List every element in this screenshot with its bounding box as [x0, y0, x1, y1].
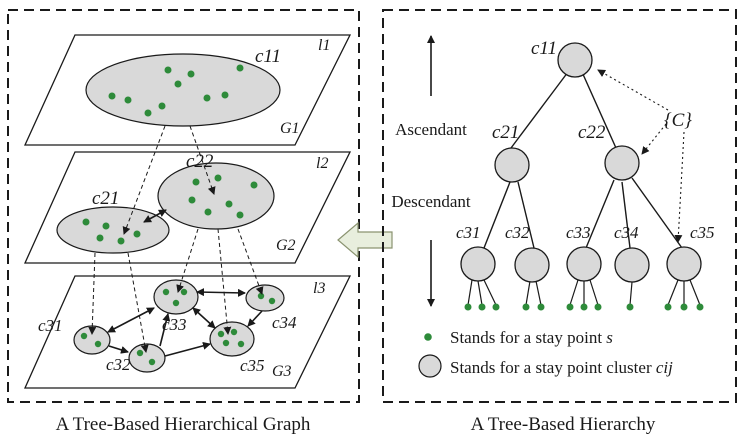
layer-2-label: l2 — [316, 155, 328, 172]
layer-1-label: l1 — [318, 37, 330, 54]
cross-layer-links — [88, 125, 264, 353]
node-c34 — [614, 247, 650, 283]
c33-label-left: c33 — [162, 315, 187, 334]
node-c33 — [566, 246, 602, 282]
legend-cluster-var: cij — [656, 358, 673, 377]
graph-3-label: G3 — [272, 363, 292, 380]
c34-label-left: c34 — [272, 313, 297, 332]
node-c21 — [494, 147, 530, 183]
cluster-c32 — [128, 343, 166, 373]
legend-stay-point-text: Stands for a stay point — [450, 328, 606, 347]
cluster-c33 — [153, 279, 199, 315]
node-c22 — [604, 145, 640, 181]
legend-cluster: Stands for a stay point cluster cij — [450, 358, 673, 377]
cluster-c35 — [209, 321, 255, 357]
c35-label-right: c35 — [690, 223, 715, 242]
c34-label-right: c34 — [614, 223, 639, 242]
cluster-c11-points — [108, 64, 244, 117]
tree-nodes — [460, 42, 702, 283]
transform-arrow-icon — [337, 221, 393, 259]
left-caption: A Tree-Based Hierarchical Graph — [56, 414, 311, 435]
set-c-label: {C} — [664, 110, 692, 131]
legend-stay-point-var: s — [606, 328, 613, 347]
graph-1-label: G1 — [280, 120, 300, 137]
c35-label-left: c35 — [240, 356, 265, 375]
edge-c21-c22 — [143, 209, 167, 223]
layer-3-edges — [107, 288, 263, 357]
c11-label-right: c11 — [531, 38, 557, 59]
right-panel-frame — [382, 9, 737, 403]
c21-label-left-main: c21 — [92, 188, 119, 209]
left-panel-frame — [7, 9, 360, 403]
legend-stay-point-icon — [424, 333, 432, 341]
legend-stay-point: Stands for a stay point s — [450, 328, 613, 347]
descendant-label: Descendant — [391, 192, 471, 211]
node-c11 — [557, 42, 593, 78]
cluster-c22-points — [188, 174, 258, 219]
c31-label-left: c31 — [38, 316, 63, 335]
set-c-pointers — [597, 69, 685, 243]
layer-3: c31 c32 c33 c34 c35 l3 G3 — [23, 275, 352, 389]
c11-label-left: c11 — [255, 46, 281, 67]
right-caption: A Tree-Based Hierarchy — [471, 414, 656, 435]
cluster-c21-points — [82, 218, 141, 245]
c22-label-right: c22 — [578, 122, 606, 143]
c22-label-left-main: c22 — [186, 151, 214, 172]
node-c31 — [460, 246, 496, 282]
graph-2-label: G2 — [276, 237, 296, 254]
c11-label-left-main: c11 — [255, 46, 281, 67]
layer-2: c21 c22 l2 G2 — [23, 151, 352, 264]
node-c35 — [666, 246, 702, 282]
cluster-c11 — [85, 53, 281, 127]
leaf-points — [464, 303, 704, 311]
c32-label-left: c32 — [106, 355, 131, 374]
leaf-branches — [467, 279, 701, 306]
c32-label-right: c32 — [505, 223, 530, 242]
tree-edges — [483, 71, 683, 249]
legend-cluster-icon — [418, 354, 442, 378]
legend-cluster-text: Stands for a stay point cluster — [450, 358, 656, 377]
ascendant-label: Ascendant — [395, 120, 467, 139]
cluster-c34 — [245, 284, 285, 312]
node-c32 — [514, 247, 550, 283]
c31-label-right: c31 — [456, 223, 481, 242]
c21-label-left: c21 — [92, 188, 119, 209]
layer-1: c11 l1 G1 — [23, 34, 352, 146]
c22-label-left: c22 — [186, 151, 214, 172]
c33-label-right: c33 — [566, 223, 591, 242]
cluster-c21 — [56, 206, 170, 254]
cluster-c22 — [157, 162, 275, 230]
c21-label-right: c21 — [492, 122, 519, 143]
legend: Stands for a stay point s Stands for a s… — [418, 328, 673, 378]
layer-3-label: l3 — [313, 280, 325, 297]
